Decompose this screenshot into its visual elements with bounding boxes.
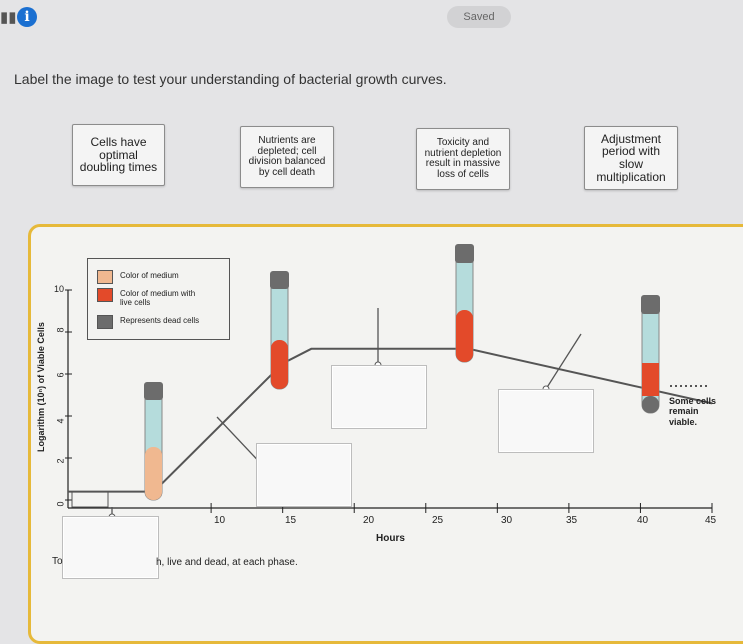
y-tick-10: 10 (54, 284, 65, 294)
x-tick-15: 15 (285, 515, 297, 526)
note-some-cells-viable: Some cells remain viable. (669, 396, 717, 427)
x-tick-25: 25 (432, 515, 444, 526)
drop-zone-stationary[interactable] (331, 365, 427, 429)
legend-label-medium: Color of medium (120, 271, 179, 280)
label-tile-stationary[interactable]: Nutrients are depleted; cell division ba… (240, 126, 334, 188)
x-tick-20: 20 (363, 515, 375, 526)
legend-label-dead: Represents dead cells (120, 316, 200, 325)
y-tick-6: 6 (55, 372, 66, 378)
y-tick-2: 2 (55, 458, 66, 464)
x-tick-10: 10 (214, 515, 226, 526)
saved-status-badge: Saved (447, 6, 511, 28)
drop-zone-lag[interactable] (62, 516, 159, 579)
info-icon[interactable]: i (17, 7, 37, 27)
drop-zone-exponential[interactable] (256, 443, 352, 507)
y-axis-title: Logarithm (10ⁿ) of Viable Cells (36, 322, 46, 452)
y-tick-4: 4 (55, 418, 66, 424)
caption-fragment-left: To (52, 556, 63, 567)
label-tile-exponential[interactable]: Cells have optimal doubling times (72, 124, 165, 186)
x-tick-40: 40 (637, 515, 649, 526)
question-instructions: Label the image to test your understandi… (14, 71, 447, 87)
legend-label-live: Color of medium with live cells (120, 289, 196, 307)
legend-swatch-medium (97, 270, 113, 284)
x-tick-45: 45 (705, 515, 717, 526)
legend-swatch-live (97, 288, 113, 302)
drop-zone-death[interactable] (498, 389, 594, 453)
x-tick-30: 30 (501, 515, 513, 526)
top-bar: ▮▮ i Saved (0, 0, 743, 40)
y-tick-8: 8 (55, 327, 66, 333)
x-axis-title: Hours (376, 533, 405, 544)
legend-swatch-dead (97, 315, 113, 329)
x-tick-35: 35 (566, 515, 578, 526)
legend: Color of medium Color of medium with liv… (87, 258, 230, 340)
label-tile-death[interactable]: Toxicity and nutrient depletion result i… (416, 128, 510, 190)
y-tick-0: 0 (55, 501, 66, 507)
label-tile-lag[interactable]: Adjustment period with slow multiplicati… (584, 126, 678, 190)
caption-fragment: h, live and dead, at each phase. (156, 557, 298, 568)
menu-icon[interactable]: ▮▮ (0, 9, 17, 26)
